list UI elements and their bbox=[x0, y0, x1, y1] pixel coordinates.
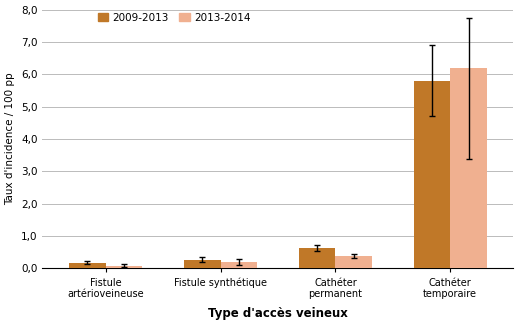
Bar bbox=[106, 266, 142, 269]
Bar bbox=[450, 68, 487, 269]
Y-axis label: Taux d'incidence / 100 pp: Taux d'incidence / 100 pp bbox=[6, 73, 16, 205]
X-axis label: Type d'accès veineux: Type d'accès veineux bbox=[208, 307, 348, 320]
Bar bbox=[414, 81, 450, 269]
Bar bbox=[184, 260, 221, 269]
Bar bbox=[298, 248, 335, 269]
Legend: 2009-2013, 2013-2014: 2009-2013, 2013-2014 bbox=[95, 9, 253, 26]
Bar bbox=[221, 262, 257, 269]
Bar bbox=[335, 256, 372, 269]
Bar bbox=[69, 263, 106, 269]
